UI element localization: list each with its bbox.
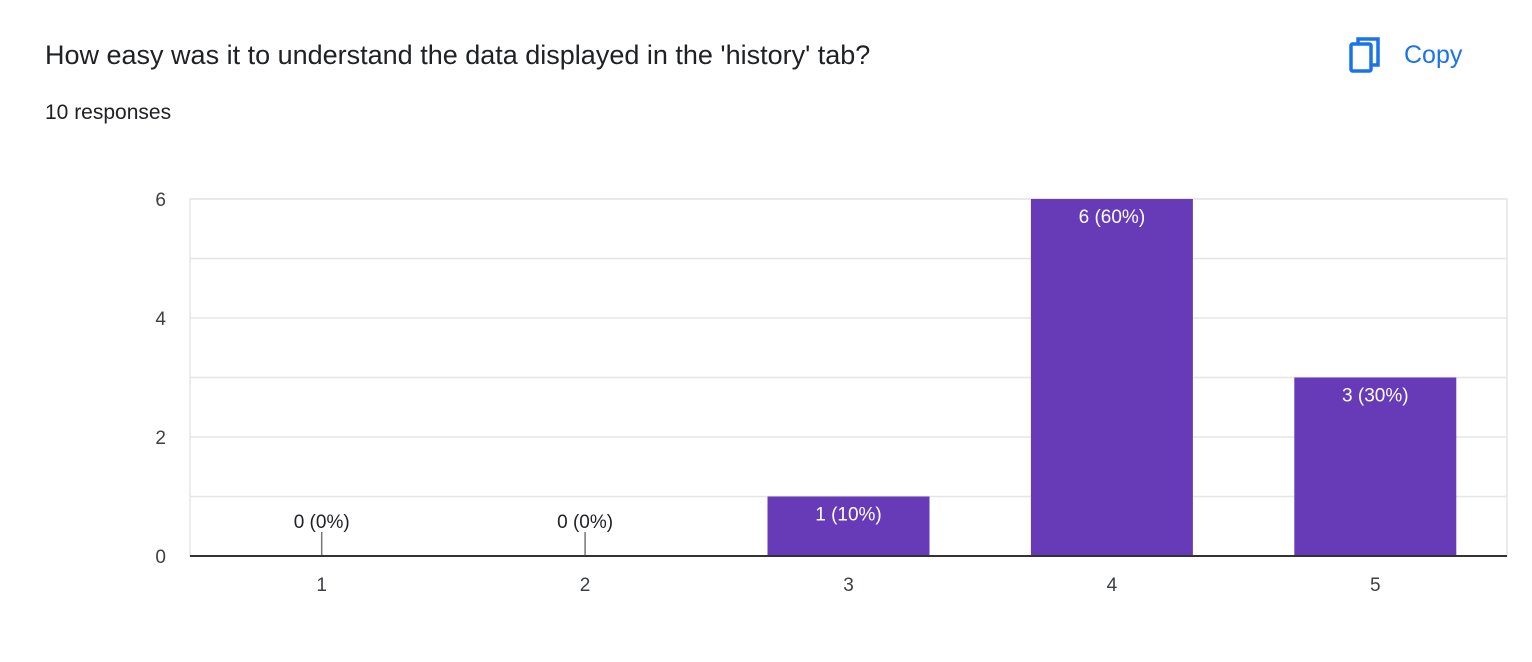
bar: [767, 496, 930, 556]
bar-value-label: 3 (30%): [1342, 386, 1409, 407]
bar-value-label: 0 (0%): [557, 512, 613, 533]
y-tick-label: 6: [155, 190, 166, 211]
x-tick-label: 1: [316, 575, 327, 596]
x-tick-label: 4: [1107, 575, 1118, 596]
copy-icon: [1348, 35, 1382, 75]
y-tick-label: 4: [155, 309, 166, 330]
y-tick-label: 2: [155, 428, 166, 449]
bar: [1030, 199, 1193, 556]
bar-value-label: 0 (0%): [294, 512, 350, 533]
x-tick-label: 2: [580, 575, 591, 596]
x-tick-label: 5: [1370, 575, 1381, 596]
x-tick-label: 3: [843, 575, 854, 596]
y-tick-label: 0: [155, 547, 166, 568]
bar: [1294, 377, 1457, 556]
copy-label: Copy: [1404, 40, 1463, 69]
bar-value-label: 6 (60%): [1079, 207, 1146, 228]
question-title: How easy was it to understand the data d…: [45, 40, 871, 70]
response-count: 10 responses: [45, 101, 172, 124]
bar-value-label: 1 (10%): [815, 505, 882, 526]
copy-button[interactable]: Copy: [1340, 30, 1470, 80]
